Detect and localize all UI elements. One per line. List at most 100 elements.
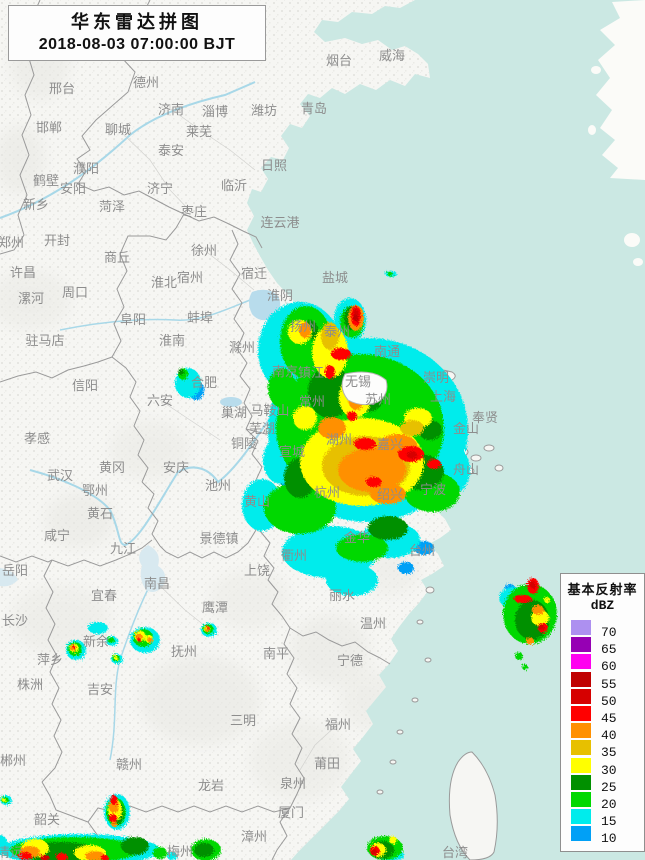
radar-echo [85,851,105,860]
taiwan-island [448,751,498,860]
radar-echo [121,837,149,855]
radar-echo [312,326,348,378]
radar-echo [389,836,397,844]
legend-entry: 55 [571,671,644,691]
radar-echo [178,369,184,375]
legend-entry: 15 [571,809,644,828]
city-label: 日照 [261,158,287,173]
radar-echo [530,581,536,589]
city-label: 金山 [453,421,479,436]
city-label: 岳阳 [2,563,28,578]
radar-echo [72,645,76,649]
legend-value-label: 60 [601,659,617,675]
city-label: 鹤壁 [33,173,59,188]
legend-value-label: 35 [601,745,617,761]
city-label: 宁德 [337,653,363,668]
radar-echo [114,656,118,660]
city-label: 开封 [44,233,70,248]
legend-entry: 10 [571,826,644,845]
legend-value-label: 70 [601,625,617,641]
yellow-river [0,81,256,219]
radar-echo [293,406,317,430]
legend-value-label: 20 [601,796,617,812]
legend-value-label: 50 [601,693,617,709]
radar-echo [2,798,6,802]
city-label: 厦门 [278,805,304,820]
city-label: 莆田 [314,756,340,771]
legend-color-swatch [571,671,591,687]
radar-echo [109,814,117,822]
legend-value-label: 10 [601,831,617,847]
city-label: 淮北 [151,275,177,290]
city-label: 阜阳 [120,312,146,327]
city-label: 奉贤 [472,410,498,425]
city-label: 孝感 [24,431,50,446]
city-label: 台州 [409,543,435,558]
legend-color-swatch [571,774,591,790]
radar-echo [40,855,50,860]
city-label: 徐州 [191,243,217,258]
legend-color-swatch [571,688,591,704]
city-label: 漳州 [241,829,267,844]
city-label: 邢台 [49,81,75,96]
radar-echo [110,795,118,805]
poyang-lake [139,545,166,592]
city-label: 株洲 [17,677,43,692]
legend-color-swatch [571,723,591,739]
radar-echo [326,564,378,596]
city-label: 崇明 [423,370,449,385]
legend-value-label: 30 [601,762,617,778]
city-label: 菏泽 [99,199,125,214]
city-label: 绍兴 [377,487,403,502]
city-label: 济南 [158,102,184,117]
radar-echo [407,451,417,459]
radar-echo [370,484,406,504]
legend-color-swatch [571,791,591,807]
city-label: 郑州 [0,235,24,250]
legend-entry: 65 [571,637,644,656]
radar-echoes [0,271,557,860]
city-label: 淄博 [202,104,228,119]
radar-echo [354,438,376,450]
radar-echo [268,368,296,408]
legend-value-label: 45 [601,711,617,727]
radar-echo [526,637,534,645]
legend-color-swatch [571,826,591,842]
city-label: 上饶 [244,563,270,578]
radar-echo [264,482,336,534]
radar-echo [321,322,339,350]
map-edge-landmass [588,0,645,266]
title-panel: 华东雷达拼图 2018-08-03 07:00:00 BJT [8,5,266,61]
city-label: 安阳 [60,181,86,196]
city-label: 新乡 [23,197,49,212]
city-label: 泰安 [158,143,184,158]
legend-entry: 45 [571,706,644,725]
city-label: 南通 [374,344,400,359]
city-label: 枣庄 [181,204,207,219]
city-label: 池州 [205,478,231,493]
city-label: 聊城 [105,122,131,137]
city-label: 丽水 [329,588,355,603]
city-label: 嘉兴 [377,437,403,452]
city-label: 宿迁 [241,266,267,281]
radar-echo [153,847,167,859]
radar-echo [147,637,153,643]
city-label: 马鞍山 [250,403,289,418]
radar-echo [194,843,214,857]
city-label: 铜陵 [231,436,257,451]
city-label: 临沂 [221,178,247,193]
city-label: 景德镇 [199,531,238,546]
legend-entry: 70 [571,620,644,639]
city-label: 金华 [344,530,370,545]
city-label: 六安 [147,393,173,408]
city-label: 宜春 [91,588,117,603]
radar-echo [18,852,32,860]
city-label: 淮南 [159,333,185,348]
radar-echo [325,365,335,379]
city-label: 泰州 [324,324,350,339]
radar-echo [514,595,532,603]
city-label: 长沙 [2,613,28,628]
city-label: 舟山 [453,462,479,477]
